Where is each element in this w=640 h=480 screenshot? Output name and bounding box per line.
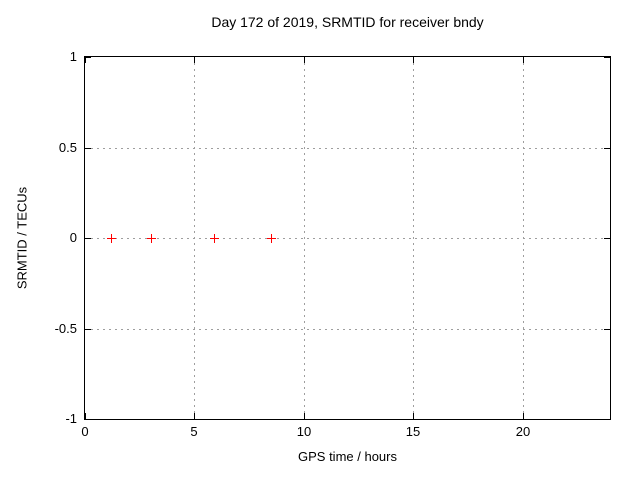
y-tick-label: -0.5: [54, 321, 77, 336]
x-tick-top: [304, 57, 305, 63]
x-tick-top: [194, 57, 195, 63]
x-tick-label: 5: [190, 424, 198, 439]
y-tick-right: [604, 329, 610, 330]
x-tick-label: 0: [81, 424, 89, 439]
y-tick-left: [85, 148, 91, 149]
x-tick-bottom: [523, 413, 524, 419]
x-tick-top: [523, 57, 524, 63]
y-tick-label: -1: [65, 411, 77, 426]
y-tick-label: 0.5: [58, 140, 77, 155]
data-point-marker: [210, 234, 220, 243]
x-tick-bottom: [85, 413, 86, 419]
y-tick-label: 0: [69, 230, 77, 245]
y-tick-right: [604, 419, 610, 420]
y-tick-right: [604, 57, 610, 58]
x-tick-label: 15: [405, 424, 421, 439]
y-tick-label: 1: [69, 49, 77, 64]
x-tick-top: [413, 57, 414, 63]
x-tick-bottom: [304, 413, 305, 419]
h-gridline: [85, 148, 610, 149]
y-tick-right: [604, 148, 610, 149]
y-tick-left: [85, 329, 91, 330]
data-point-marker: [266, 234, 276, 243]
y-tick-left: [85, 238, 91, 239]
data-point-marker: [107, 234, 117, 243]
x-tick-bottom: [194, 413, 195, 419]
x-axis-label: GPS time / hours: [298, 449, 397, 464]
x-tick-label: 20: [515, 424, 531, 439]
y-tick-right: [604, 238, 610, 239]
h-gridline: [85, 238, 610, 239]
h-gridline: [85, 329, 610, 330]
chart-title: Day 172 of 2019, SRMTID for receiver bnd…: [211, 14, 484, 30]
x-tick-bottom: [413, 413, 414, 419]
y-tick-left: [85, 419, 91, 420]
x-tick-top: [85, 57, 86, 63]
data-point-marker: [146, 234, 156, 243]
x-tick-label: 10: [296, 424, 312, 439]
y-tick-left: [85, 57, 91, 58]
plot-area: 0 5 10 15 20 -1 -0.5 0 0.5 1: [55, 49, 611, 439]
